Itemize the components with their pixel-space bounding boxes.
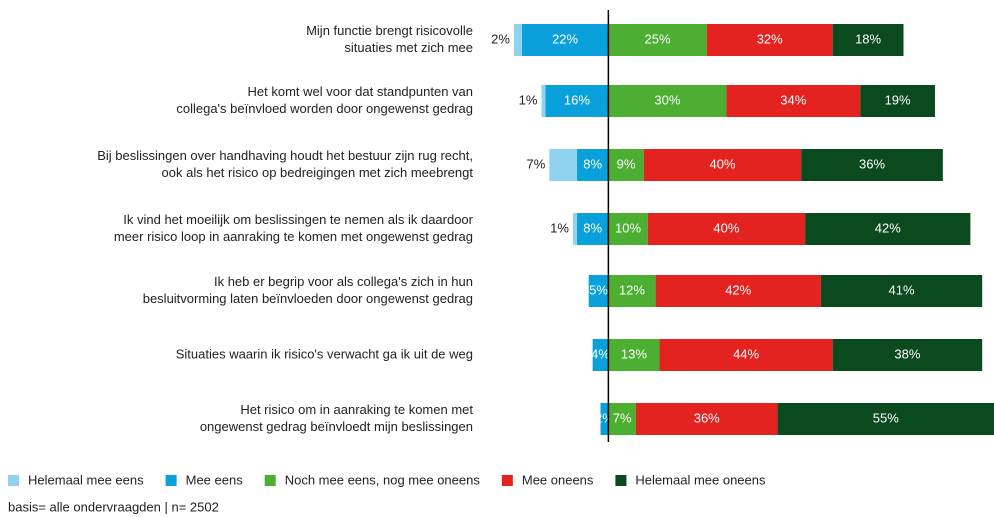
legend-swatch	[501, 475, 513, 486]
category-label: Mijn functie brengt risicovolle	[306, 23, 473, 38]
bar-segment	[805, 213, 971, 245]
bar-segment	[832, 24, 904, 56]
value-label: 55%	[873, 410, 899, 425]
bar-segment	[545, 85, 609, 117]
value-label: 22%	[552, 31, 578, 46]
value-label: 44%	[733, 346, 759, 361]
value-label: 8%	[583, 156, 602, 171]
category-label: ongewenst gedrag beïnvloedt mijn besliss…	[200, 419, 473, 434]
bar-segment	[608, 213, 648, 245]
legend-label: Helemaal mee eens	[28, 472, 144, 487]
value-label: 38%	[894, 346, 920, 361]
bar-segment	[655, 275, 821, 307]
category-label: ook als het risico op bedreigingen met z…	[162, 165, 474, 180]
value-label: 36%	[859, 156, 885, 171]
value-label: 18%	[855, 31, 881, 46]
bar-segment	[541, 85, 546, 117]
bar-segment	[860, 85, 935, 117]
bar-segment	[608, 339, 660, 371]
value-label: 12%	[619, 282, 645, 297]
value-label: 16%	[564, 92, 590, 107]
bar-segment	[600, 403, 609, 435]
value-label: 1%	[519, 92, 538, 107]
bar-segment	[777, 403, 994, 435]
legend-label: Mee eens	[186, 472, 244, 487]
bar-segment	[608, 24, 707, 56]
category-label: Situaties waarin ik risico's verwacht ga…	[176, 346, 473, 361]
bar-segment	[659, 339, 833, 371]
bar-segment	[608, 149, 644, 181]
legend-label: Helemaal mee oneens	[635, 472, 766, 487]
legend-label: Mee oneens	[522, 472, 594, 487]
bar-segment	[801, 149, 943, 181]
bar-segment	[513, 24, 522, 56]
bar-segment	[832, 339, 983, 371]
bar-segment	[592, 339, 609, 371]
value-label: 19%	[885, 92, 911, 107]
category-label: besluitvorming laten beïnvloeden door on…	[143, 291, 473, 306]
bar-segment	[608, 85, 727, 117]
value-label: 36%	[694, 410, 720, 425]
legend-swatch	[165, 475, 177, 486]
value-label: 1%	[550, 220, 569, 235]
bar-segment	[576, 213, 609, 245]
category-label: Ik heb er begrip voor als collega's zich…	[214, 274, 473, 289]
bar-segment	[588, 275, 609, 307]
bar-segment	[521, 24, 609, 56]
category-label: Bij beslissingen over handhaving houdt h…	[97, 148, 473, 163]
bar-segment	[643, 149, 802, 181]
legend-swatch	[615, 475, 627, 486]
bar-segment	[647, 213, 806, 245]
category-label: meer risico loop in aanraking te komen m…	[114, 229, 473, 244]
value-label: 32%	[757, 31, 783, 46]
value-label: 10%	[615, 220, 641, 235]
bar-segment	[726, 85, 861, 117]
value-label: 34%	[780, 92, 806, 107]
bar-segment	[576, 149, 609, 181]
value-label: 30%	[654, 92, 680, 107]
category-label: collega's beïnvloed worden door ongewens…	[176, 101, 473, 116]
legend-label: Noch mee eens, nog mee oneens	[285, 472, 481, 487]
value-label: 9%	[617, 156, 636, 171]
value-label: 42%	[875, 220, 901, 235]
value-label: 40%	[713, 220, 739, 235]
bar-segment	[706, 24, 833, 56]
category-label: Het komt wel voor dat standpunten van	[248, 84, 473, 99]
footnote: basis= alle ondervraagden | n= 2502	[8, 499, 219, 514]
legend-swatch	[264, 475, 276, 486]
legend-swatch	[8, 475, 19, 486]
value-label: 7%	[527, 156, 546, 171]
bar-segment	[635, 403, 778, 435]
value-label: 42%	[725, 282, 751, 297]
bar-segment	[549, 149, 577, 181]
value-label: 2%	[491, 31, 510, 46]
value-label: 13%	[621, 346, 647, 361]
bar-segment	[572, 213, 577, 245]
category-label: Het risico om in aanraking te komen met	[240, 402, 473, 417]
value-label: 7%	[613, 410, 632, 425]
value-label: 41%	[889, 282, 915, 297]
category-label: Ik vind het moeilijk om beslissingen te …	[123, 212, 473, 227]
value-label: 25%	[645, 31, 671, 46]
value-label: 8%	[583, 220, 602, 235]
value-label: 40%	[709, 156, 735, 171]
bar-segment	[608, 275, 656, 307]
value-label: 4%	[591, 346, 610, 361]
bar-segment	[608, 403, 636, 435]
value-label: 5%	[589, 282, 608, 297]
bar-segment	[820, 275, 983, 307]
category-label: situaties met zich mee	[344, 40, 473, 55]
